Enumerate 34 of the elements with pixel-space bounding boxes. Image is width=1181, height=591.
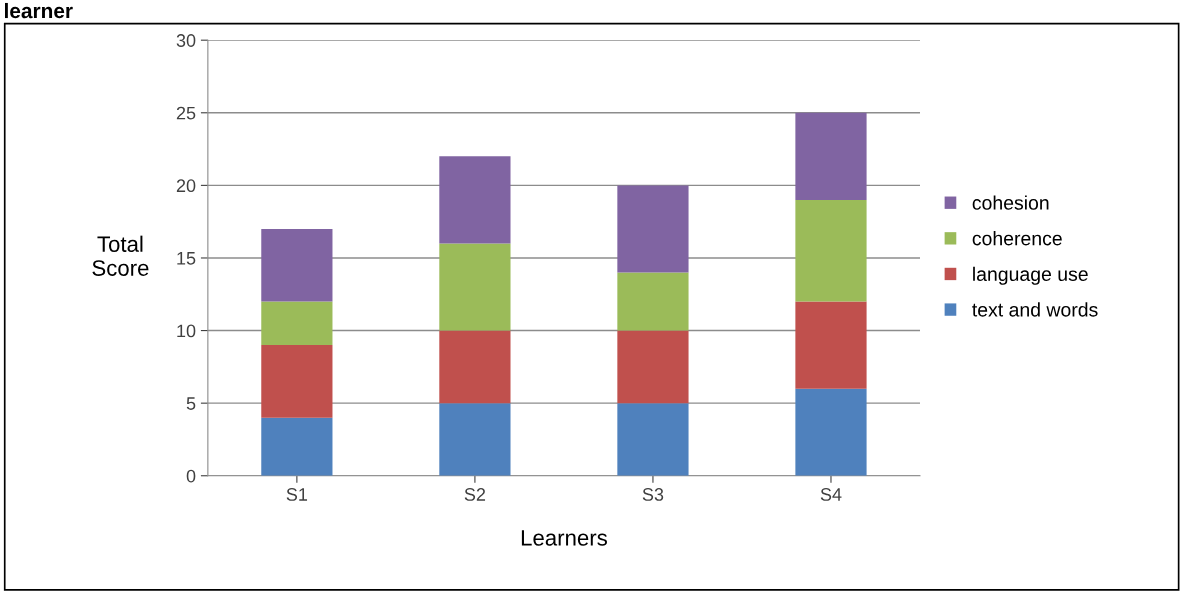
bar [261,345,333,418]
x-tick-label: S3 [642,488,664,501]
legend-label: cohesion [972,195,1049,210]
bar [617,403,689,476]
bar [261,228,333,302]
text: learner [5,2,73,19]
bar [617,272,689,331]
bar [261,417,333,476]
y-tick-label: 0 [186,469,196,483]
legend-label: coherence [972,231,1062,246]
bar [439,403,511,476]
y-tick-label: 25 [176,106,196,120]
y-axis-title: Total Score [92,235,149,276]
y-tick-label: 10 [177,324,196,338]
y-tick-label: 15 [177,252,196,265]
x-tick-label: S2 [464,488,486,501]
x-tick-label: S4 [820,488,842,501]
bar [795,199,867,302]
bar [617,330,689,404]
legend-label: text and words [972,302,1098,317]
legend-label: language use [973,266,1088,285]
y-tick-label: 30 [176,34,196,47]
bar [261,301,333,346]
bar [617,185,689,273]
y-tick-label: 20 [176,179,196,193]
bar [795,301,867,389]
bar [795,388,867,476]
bar [795,112,867,200]
bar [439,330,511,404]
bar [439,243,511,331]
y-tick-label: 5 [186,397,196,410]
x-axis-title: Learners [521,530,607,546]
bar [439,156,511,244]
x-tick-label: S1 [286,488,308,501]
